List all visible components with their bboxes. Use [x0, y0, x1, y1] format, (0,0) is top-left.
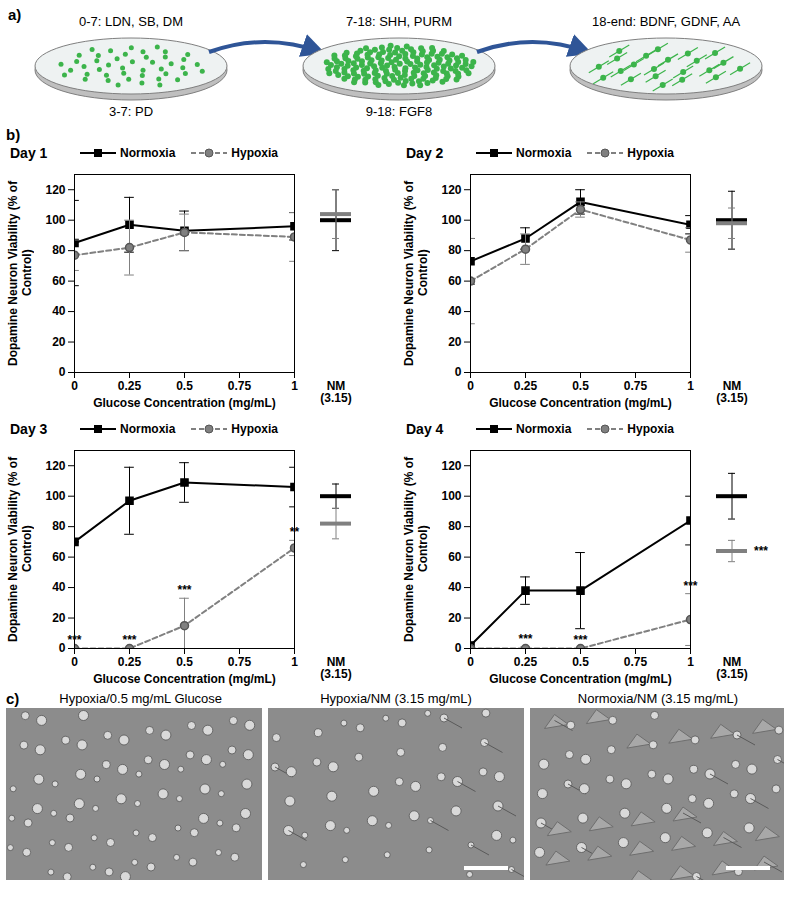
svg-text:Glucose Concentration (mg/mL): Glucose Concentration (mg/mL) — [489, 672, 672, 686]
html-text:Dopamine Neuron Viability (% o: Dopamine Neuron Viability (% of Control) — [402, 456, 430, 642]
svg-text:120: 120 — [45, 183, 65, 197]
svg-text:80: 80 — [52, 243, 66, 257]
html-text:Day 4: Day 4 — [406, 421, 444, 437]
svg-text:9-18: FGF8: 9-18: FGF8 — [366, 104, 432, 119]
svg-text:40: 40 — [448, 580, 462, 594]
svg-text:80: 80 — [448, 243, 462, 257]
svg-text:0.75: 0.75 — [624, 379, 648, 393]
svg-text:40: 40 — [52, 304, 66, 318]
html-text:Hypoxia: Hypoxia — [231, 422, 278, 436]
svg-text:3-7: PD: 3-7: PD — [109, 104, 153, 119]
html-text:Hypoxia: Hypoxia — [231, 146, 278, 160]
svg-text:NM(3.15): NM(3.15) — [320, 655, 351, 681]
svg-text:20: 20 — [448, 335, 462, 349]
svg-text:0.25: 0.25 — [118, 655, 142, 669]
svg-text:0: 0 — [467, 379, 474, 393]
svg-text:40: 40 — [448, 304, 462, 318]
svg-text:80: 80 — [448, 519, 462, 533]
html-text:c): c) — [6, 690, 20, 707]
svg-text:120: 120 — [441, 183, 461, 197]
svg-text:0.25: 0.25 — [118, 379, 142, 393]
svg-text:***: *** — [177, 583, 191, 597]
html-text:b): b) — [6, 126, 21, 143]
svg-text:18-end: BDNF, GDNF, AA: 18-end: BDNF, GDNF, AA — [592, 14, 740, 29]
svg-text:0.75: 0.75 — [228, 655, 252, 669]
svg-text:0.25: 0.25 — [514, 379, 538, 393]
html-text:Normoxia: Normoxia — [516, 146, 572, 160]
html-text:Day 2: Day 2 — [406, 145, 444, 161]
svg-text:0.5: 0.5 — [176, 379, 193, 393]
svg-text:100: 100 — [441, 489, 461, 503]
svg-text:Glucose Concentration (mg/mL): Glucose Concentration (mg/mL) — [93, 672, 276, 686]
svg-text:100: 100 — [441, 213, 461, 227]
svg-text:NM(3.15): NM(3.15) — [716, 379, 747, 405]
svg-text:0: 0 — [455, 641, 462, 655]
svg-text:0: 0 — [59, 365, 66, 379]
svg-text:0: 0 — [71, 379, 78, 393]
svg-text:60: 60 — [448, 274, 462, 288]
svg-text:Glucose Concentration (mg/mL): Glucose Concentration (mg/mL) — [489, 396, 672, 410]
svg-text:20: 20 — [52, 611, 66, 625]
svg-text:0.5: 0.5 — [572, 379, 589, 393]
svg-text:0.75: 0.75 — [228, 379, 252, 393]
svg-text:a): a) — [8, 6, 21, 23]
svg-text:120: 120 — [45, 459, 65, 473]
svg-text:***: *** — [573, 633, 587, 647]
svg-text:80: 80 — [52, 519, 66, 533]
html-text:Hypoxia/NM (3.15 mg/mL): Hypoxia/NM (3.15 mg/mL) — [320, 691, 472, 706]
svg-text:0-7: LDN, SB, DM: 0-7: LDN, SB, DM — [79, 14, 183, 29]
svg-text:0.5: 0.5 — [572, 655, 589, 669]
svg-text:7-18: SHH, PURM: 7-18: SHH, PURM — [346, 14, 452, 29]
svg-text:Glucose Concentration (mg/mL): Glucose Concentration (mg/mL) — [93, 396, 276, 410]
svg-text:20: 20 — [448, 611, 462, 625]
svg-text:0.5: 0.5 — [176, 655, 193, 669]
html-text:Hypoxia: Hypoxia — [627, 422, 674, 436]
svg-text:NM(3.15): NM(3.15) — [716, 655, 747, 681]
svg-text:60: 60 — [448, 550, 462, 564]
svg-text:***: *** — [518, 632, 532, 646]
html-text:Normoxia: Normoxia — [120, 146, 176, 160]
html-text:Hypoxia: Hypoxia — [627, 146, 674, 160]
svg-text:20: 20 — [52, 335, 66, 349]
svg-text:1: 1 — [291, 655, 298, 669]
html-text:Dopamine Neuron Viability (% o: Dopamine Neuron Viability (% of Control) — [6, 456, 34, 642]
html-text:Normoxia: Normoxia — [516, 422, 572, 436]
svg-text:NM(3.15): NM(3.15) — [320, 379, 351, 405]
svg-text:***: *** — [754, 544, 768, 558]
svg-text:0: 0 — [71, 655, 78, 669]
html-text:Normoxia/NM (3.15 mg/mL): Normoxia/NM (3.15 mg/mL) — [577, 691, 739, 706]
svg-text:40: 40 — [52, 580, 66, 594]
svg-text:60: 60 — [52, 550, 66, 564]
html-text:Dopamine Neuron Viability (% o: Dopamine Neuron Viability (% of Control) — [6, 180, 34, 366]
svg-text:0.25: 0.25 — [514, 655, 538, 669]
svg-text:0: 0 — [467, 655, 474, 669]
svg-text:100: 100 — [45, 489, 65, 503]
svg-text:1: 1 — [291, 379, 298, 393]
svg-text:0: 0 — [59, 641, 66, 655]
html-text:Day 1: Day 1 — [10, 145, 48, 161]
html-text:Hypoxia/0.5 mg/mL Glucose: Hypoxia/0.5 mg/mL Glucose — [59, 691, 223, 706]
svg-text:1: 1 — [687, 655, 694, 669]
svg-text:100: 100 — [45, 213, 65, 227]
svg-text:1: 1 — [687, 379, 694, 393]
svg-text:120: 120 — [441, 459, 461, 473]
svg-text:60: 60 — [52, 274, 66, 288]
svg-text:0.75: 0.75 — [624, 655, 648, 669]
html-text:Dopamine Neuron Viability (% o: Dopamine Neuron Viability (% of Control) — [402, 180, 430, 366]
html-text:Normoxia: Normoxia — [120, 422, 176, 436]
svg-text:***: *** — [122, 633, 136, 647]
svg-text:0: 0 — [455, 365, 462, 379]
html-text:Day 3: Day 3 — [10, 421, 48, 437]
